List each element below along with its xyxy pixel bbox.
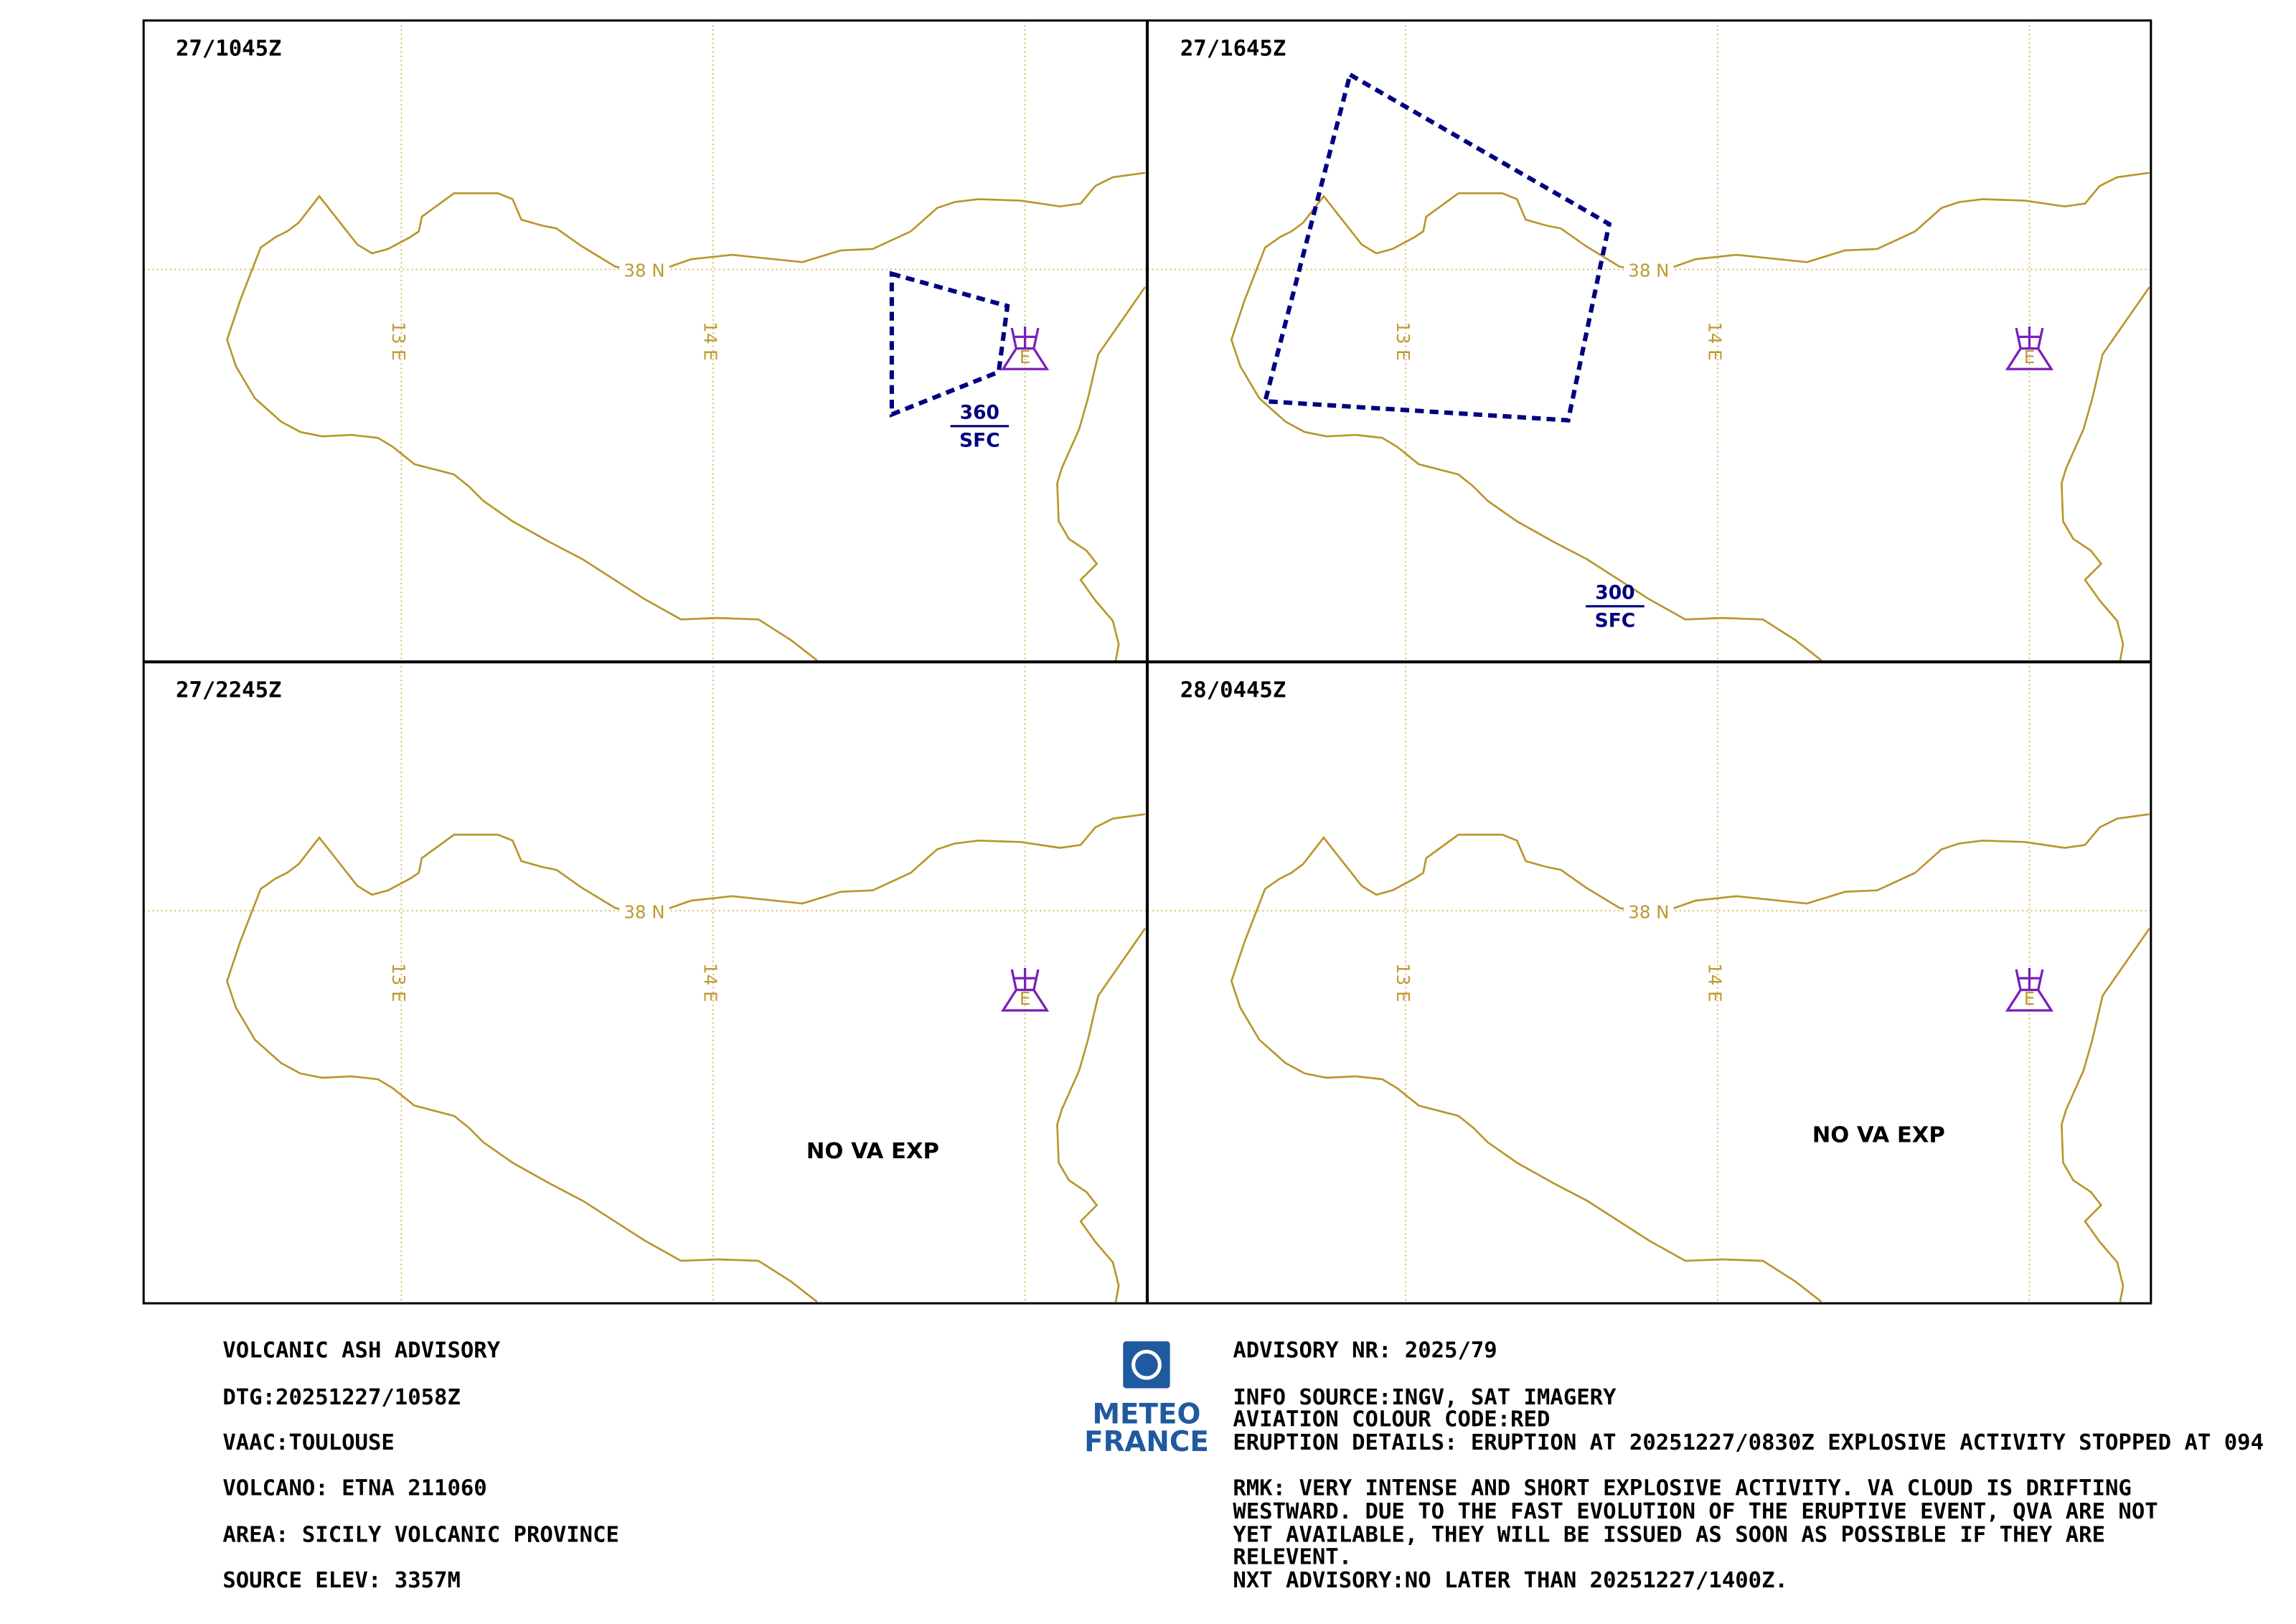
advisory-line: NXT ADVISORY:NO LATER THAN 20251227/1400…	[1233, 1568, 1788, 1593]
map-content: 38 N 13 E 14 E E	[1147, 662, 2151, 1304]
label-bg	[619, 259, 669, 280]
advisory-line: RELEVENT.	[1233, 1544, 1352, 1569]
map-panel: 38 N 13 E 14 E E 27/1645Z 300 SFC	[1147, 20, 2151, 662]
volcano-letter: E	[1020, 988, 1030, 1009]
flight-level-top: 360	[960, 402, 999, 424]
advisory-line: YET AVAILABLE, THEY WILL BE ISSUED AS SO…	[1233, 1523, 2105, 1548]
lon-label: 13 E	[388, 963, 409, 1002]
no-ash-note: NO VA EXP	[806, 1139, 939, 1164]
label-bg	[1624, 259, 1674, 280]
logo-box	[1123, 1341, 1170, 1389]
map-panel: 38 N 13 E 14 E E 28/0445Z NO VA EXP	[1147, 662, 2151, 1304]
lon-label: 14 E	[700, 963, 721, 1002]
lon-label: 14 E	[1705, 321, 1726, 360]
ash-cloud	[1262, 71, 1612, 423]
volcano-letter: E	[1020, 347, 1030, 367]
advisory-line: ERUPTION DETAILS: ERUPTION AT 20251227/0…	[1233, 1430, 2264, 1455]
advisory-line: AVIATION COLOUR CODE:RED	[1233, 1407, 1550, 1432]
map-content: 38 N 13 E 14 E E	[144, 662, 1147, 1304]
lon-label: 14 E	[1705, 963, 1726, 1002]
advisory-line: DTG:20251227/1058Z	[222, 1385, 461, 1410]
map-panel: 38 N 13 E 14 E E 27/2245Z NO VA EXP	[144, 662, 1147, 1304]
lon-label: 14 E	[700, 321, 721, 360]
logo-mark	[1131, 1349, 1162, 1380]
lon-label: 13 E	[388, 321, 409, 360]
lat-label: 38 N	[624, 901, 664, 922]
advisory-line: ADVISORY NR: 2025/79	[1233, 1338, 1497, 1363]
map-content: 38 N 13 E 14 E E	[1147, 20, 2151, 662]
label-bg	[1624, 900, 1674, 921]
advisory-line: WESTWARD. DUE TO THE FAST EVOLUTION OF T…	[1233, 1499, 2158, 1524]
advisory-line: AREA: SICILY VOLCANIC PROVINCE	[222, 1523, 619, 1548]
lon-label: 13 E	[1393, 321, 1413, 360]
coastline	[1230, 813, 2151, 1303]
panel-time: 27/1045Z	[176, 37, 281, 62]
lat-label: 38 N	[1628, 901, 1669, 922]
map-panels: 38 N 13 E 14 E E 27/1045Z 360 SFC 38 N 13 E 14 E E…	[144, 20, 2151, 1304]
advisory-line: VOLCANIC ASH ADVISORY	[222, 1338, 500, 1363]
logo-text: FRANCE	[1084, 1426, 1209, 1458]
coastline	[226, 813, 1147, 1303]
lat-label: 38 N	[1628, 261, 1669, 281]
advisory-text: VOLCANIC ASH ADVISORY DTG:20251227/1058Z V…	[222, 1338, 2264, 1593]
ash-cloud	[889, 271, 1010, 418]
volcano-letter: E	[2024, 988, 2035, 1009]
no-ash-note: NO VA EXP	[1812, 1123, 1945, 1148]
map-content: 38 N 13 E 14 E E	[144, 20, 1147, 662]
coastline	[1230, 172, 2151, 662]
map-panel: 38 N 13 E 14 E E 27/1045Z 360 SFC	[144, 20, 1147, 662]
logo-text: METEO	[1092, 1398, 1200, 1430]
panel-time: 27/1645Z	[1180, 37, 1286, 62]
advisory-line: VAAC:TOULOUSE	[222, 1430, 394, 1455]
advisory-line: VOLCANO: ETNA 211060	[222, 1475, 486, 1501]
advisory-line: INFO SOURCE:INGV, SAT IMAGERY	[1233, 1385, 1617, 1410]
advisory-line: RMK: VERY INTENSE AND SHORT EXPLOSIVE AC…	[1233, 1475, 2131, 1501]
logo: METEO FRANCE	[1084, 1341, 1209, 1458]
label-bg	[619, 900, 669, 921]
panel-time: 27/2245Z	[176, 677, 281, 703]
panel-time: 28/0445Z	[1180, 677, 1286, 703]
lon-label: 13 E	[1393, 963, 1413, 1002]
coastline	[226, 172, 1147, 662]
flight-level-bottom: SFC	[1595, 609, 1636, 632]
flight-level-top: 300	[1595, 582, 1634, 604]
volcano-letter: E	[2024, 347, 2035, 367]
flight-level-bottom: SFC	[959, 429, 1000, 451]
advisory-line: SOURCE ELEV: 3357M	[222, 1568, 461, 1593]
lat-label: 38 N	[624, 261, 664, 281]
